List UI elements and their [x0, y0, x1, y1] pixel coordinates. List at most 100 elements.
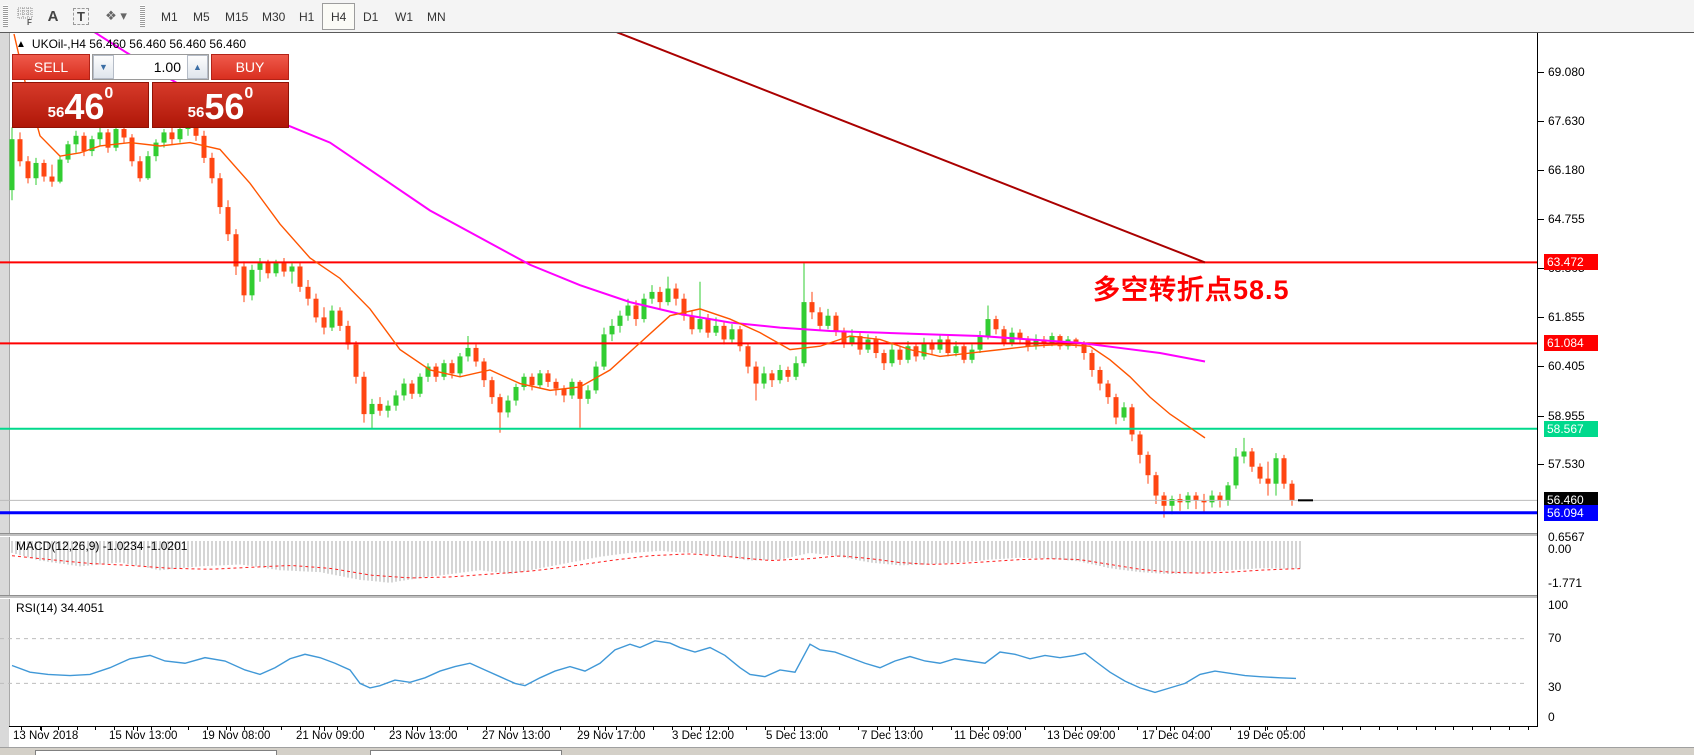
toolbar-grip-2[interactable]	[140, 5, 145, 27]
time-minor-tick	[1062, 727, 1064, 730]
candle-body	[641, 298, 647, 320]
time-label: 5 Dec 13:00	[766, 730, 829, 742]
price-axis[interactable]: 69.08067.63066.18064.75563.30561.85560.4…	[1538, 33, 1694, 727]
tf-d1[interactable]: D1	[363, 9, 379, 24]
candle-body	[385, 405, 391, 411]
candle-body	[521, 376, 527, 387]
sell-button[interactable]: SELL	[12, 54, 90, 80]
candle-body	[1265, 478, 1271, 484]
time-minor-tick	[355, 727, 357, 730]
tf-mn[interactable]: MN	[427, 9, 446, 24]
rsi-canvas[interactable]	[0, 597, 1537, 726]
tf-w1[interactable]: W1	[395, 9, 413, 24]
price-tick-mark	[1538, 268, 1544, 269]
chart-annotation-text[interactable]: 多空转折点58.5	[1093, 275, 1290, 305]
buy-button[interactable]: BUY	[211, 54, 289, 80]
time-tick-mark	[510, 727, 511, 731]
candle-body	[881, 353, 887, 364]
time-minor-tick	[1211, 727, 1213, 730]
cursor-a-icon[interactable]: A	[47, 7, 59, 25]
macd-canvas[interactable]	[0, 535, 1537, 595]
price-tick-mark	[1538, 366, 1544, 368]
time-minor-tick	[1155, 727, 1157, 730]
candle-body	[713, 325, 719, 333]
buy-price-sup: 0	[244, 85, 254, 102]
volume-decrease-button[interactable]: ▼	[93, 55, 114, 79]
text-tool-icon[interactable]: T	[68, 3, 94, 29]
chart-tab[interactable]	[370, 750, 562, 755]
tf-h4[interactable]: H4	[322, 3, 356, 30]
tf-m15[interactable]: M15	[225, 9, 249, 24]
candle-body	[297, 266, 303, 287]
chart-top-border	[0, 32, 1694, 33]
time-minor-tick	[672, 727, 673, 730]
time-tick-mark	[794, 727, 795, 731]
price-badge-56.460: 56.460	[1544, 492, 1598, 509]
sell-price-sup: 0	[104, 85, 114, 102]
buy-price-big: 56	[204, 86, 245, 127]
candle-body	[785, 369, 791, 377]
price-tick-label: 60.405	[1548, 359, 1585, 374]
time-minor-tick	[1230, 727, 1231, 730]
symbol-grid-icon[interactable]: F	[12, 3, 40, 29]
candle-body	[1185, 495, 1191, 503]
time-minor-tick	[1267, 727, 1269, 730]
price-tick-label: 61.855	[1548, 310, 1585, 325]
candle-body	[545, 373, 551, 382]
time-label: 29 Nov 17:00	[577, 730, 646, 742]
time-minor-tick	[616, 727, 618, 730]
toolbar-grip[interactable]	[3, 5, 8, 27]
candle-body	[769, 373, 775, 381]
tf-h1[interactable]: H1	[299, 9, 315, 24]
candle-body	[1169, 498, 1175, 506]
price-badge-63.472: 63.472	[1544, 254, 1598, 271]
chart-tab[interactable]	[35, 750, 277, 755]
time-minor-tick	[76, 727, 78, 730]
descending-trendline[interactable]	[616, 33, 1206, 264]
price-tick-label: 58.955	[1548, 408, 1585, 423]
candle-body	[49, 176, 55, 182]
time-tick-mark	[889, 727, 890, 731]
time-label: 3 Dec 12:00	[672, 730, 735, 742]
time-minor-tick	[895, 727, 897, 730]
time-minor-tick	[1360, 727, 1362, 730]
panel-splitter-rsi[interactable]	[0, 595, 1694, 599]
volume-increase-button[interactable]: ▲	[187, 55, 208, 79]
time-minor-tick	[839, 727, 841, 730]
shapes-dropdown-icon[interactable]: ❖ ▾	[105, 8, 127, 23]
tf-m30[interactable]: M30	[262, 9, 286, 24]
tf-m1[interactable]: M1	[161, 9, 178, 24]
time-minor-tick	[337, 727, 339, 730]
candle-body	[625, 305, 631, 316]
candle-body	[673, 288, 679, 299]
candle-body	[401, 383, 407, 396]
ma-fast-line[interactable]	[13, 33, 1206, 439]
candle-body	[1217, 495, 1223, 501]
candle-body	[193, 125, 199, 136]
time-label: 19 Dec 05:00	[1237, 730, 1306, 742]
time-minor-tick	[21, 727, 22, 730]
volume-input[interactable]	[114, 55, 187, 79]
candle-body	[969, 349, 975, 360]
indicator-axis-label: 30	[1548, 680, 1562, 694]
candle-body	[601, 334, 607, 367]
time-label: 15 Nov 13:00	[109, 730, 178, 742]
buy-price-box[interactable]: 56 56 0	[152, 82, 289, 128]
time-minor-tick	[281, 727, 283, 730]
macd-label: MACD(12,26,9) -1.0234 -1.0201	[16, 539, 188, 553]
time-label: 21 Nov 09:00	[296, 730, 365, 742]
time-minor-tick	[58, 727, 60, 730]
sell-price-box[interactable]: 56 46 0	[12, 82, 149, 128]
time-axis[interactable]: 13 Nov 2018 15 Nov 13:00 19 Nov 08:00 21 No…	[9, 727, 1537, 747]
price-tick-label: 57.530	[1548, 457, 1585, 471]
sell-price-big: 46	[64, 86, 105, 127]
time-minor-tick	[690, 727, 692, 730]
price-chart-canvas[interactable]	[0, 33, 1537, 533]
candle-body	[489, 380, 495, 398]
tf-m5[interactable]: M5	[193, 9, 210, 24]
collapse-triangle-icon[interactable]: ▲	[16, 38, 26, 50]
candle-body	[921, 342, 927, 357]
time-minor-tick	[858, 727, 859, 730]
panel-splitter-macd[interactable]	[0, 533, 1694, 537]
